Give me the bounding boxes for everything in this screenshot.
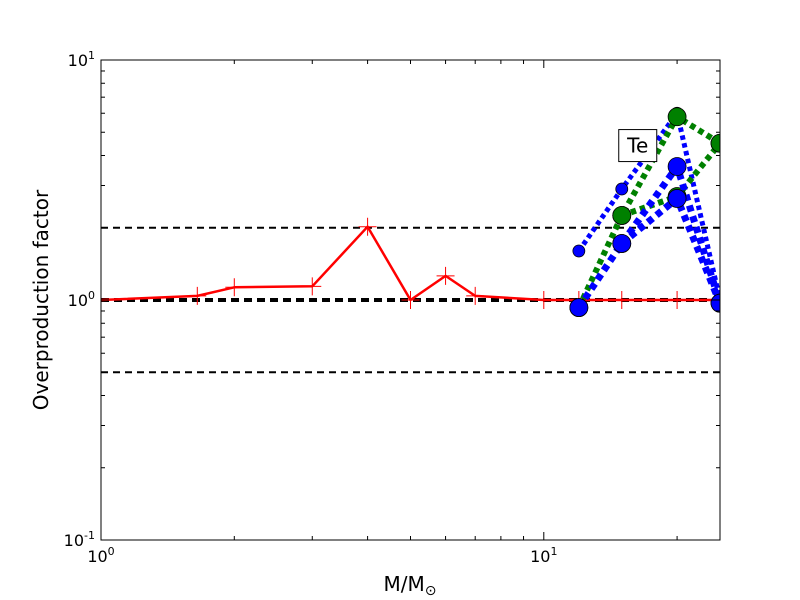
x-tick-label-1: 100 [87,545,114,566]
annotation-box [618,129,658,163]
series-2-point-2 [667,107,687,127]
series-1-point-0 [572,244,586,258]
x-axis-label: M/M⊙ [384,572,437,599]
series-0-point-3 [303,277,322,296]
series-3-point-2 [710,133,720,153]
series-0-point-5 [401,291,420,309]
series-4-point-0 [569,298,589,317]
y-tick-label-0.1: 10-1 [64,529,95,550]
series-0 [101,217,720,309]
series-0-point-10 [612,291,631,309]
series-0-point-7 [466,286,485,305]
series-4-line [575,163,720,310]
series-layer [101,106,720,317]
y-tick-label-10: 101 [68,49,95,70]
x-axis-label-main: M/M [384,572,425,596]
x-axis-label-sun-symbol: ⊙ [425,583,437,599]
series-4-point-2 [667,157,687,176]
series-0-point-8 [534,291,553,309]
series-3-point-0 [612,206,632,225]
series-5-point-2 [710,293,720,313]
series-0-point-4 [358,217,377,236]
series-2-line [576,113,720,309]
series-0-point-11 [668,291,687,309]
series-5-point-1 [667,189,687,208]
axis-ticks [100,59,720,541]
series-0-point-6 [436,266,455,285]
y-tick-label-1: 100 [68,289,95,310]
x-tick-label-10: 101 [530,545,557,566]
series-0-point-2 [225,278,244,297]
annotation-label: Te [626,134,648,158]
series-5-point-0 [612,234,632,253]
series-1-point-1 [615,182,629,196]
series-0-point-1 [188,286,207,305]
series-5 [612,189,720,313]
element-annotation: Te [618,129,658,163]
y-axis-label: Overproduction factor [29,189,53,410]
